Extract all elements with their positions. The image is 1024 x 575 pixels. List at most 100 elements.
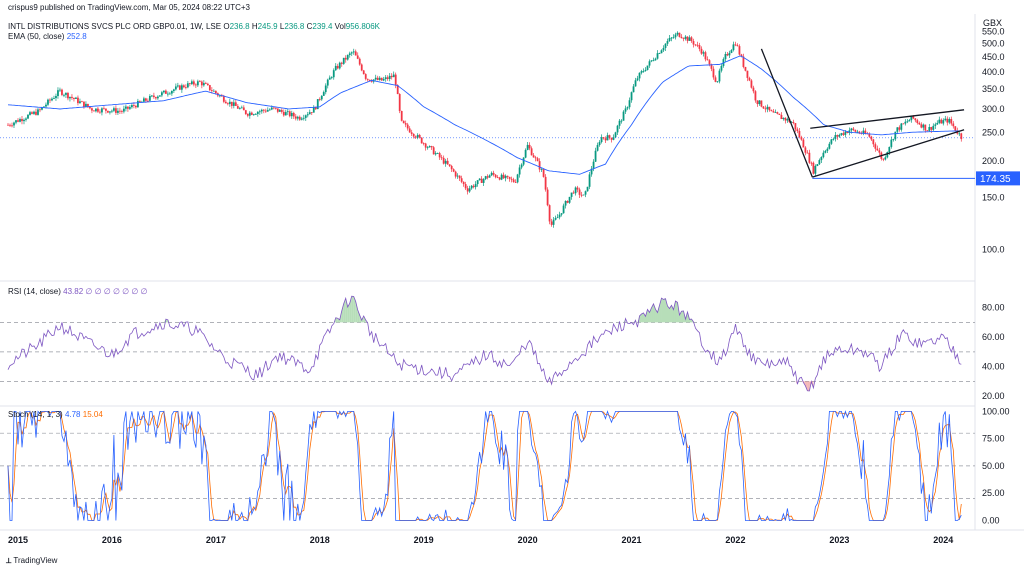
- candle-body: [501, 175, 503, 180]
- candle-body: [773, 111, 775, 112]
- candle-body: [779, 114, 781, 115]
- candle-body: [627, 107, 629, 108]
- candle-body: [211, 90, 213, 91]
- candle-body: [675, 35, 677, 38]
- candle-body: [405, 123, 407, 124]
- candle-body: [942, 120, 944, 123]
- candle-body: [285, 112, 287, 115]
- candle-body: [958, 133, 960, 134]
- candle-body: [83, 102, 85, 108]
- candle-body: [325, 86, 327, 93]
- candle-body: [51, 99, 53, 101]
- candle-body: [497, 177, 499, 178]
- candle-body: [29, 112, 31, 115]
- ema-label: EMA (50, close): [8, 32, 64, 41]
- ema-value: 252.8: [67, 32, 87, 41]
- candle-body: [830, 139, 832, 143]
- candle-body: [948, 119, 950, 123]
- candle-body: [709, 60, 711, 64]
- candle-body: [691, 37, 693, 41]
- candle-body: [882, 159, 884, 160]
- candle-body: [878, 150, 880, 152]
- candle-body: [916, 120, 918, 123]
- candle-body: [465, 184, 467, 188]
- candle-body: [733, 44, 735, 50]
- time-axis-tick: 2022: [725, 535, 745, 545]
- candle-body: [609, 135, 611, 138]
- candle-body: [283, 112, 285, 115]
- candle-body: [265, 111, 267, 112]
- candle-body: [844, 132, 846, 135]
- candle-body: [311, 112, 313, 113]
- candle-body: [327, 80, 329, 86]
- candle-body: [63, 95, 65, 96]
- candle-body: [547, 190, 549, 206]
- rsi-overbought-fill: [675, 301, 677, 322]
- candle-body: [155, 97, 157, 98]
- candle-body: [713, 69, 715, 78]
- candle-body: [401, 111, 403, 121]
- candle-body: [431, 146, 433, 147]
- candle-body: [673, 37, 675, 38]
- candle-body: [739, 46, 741, 54]
- price-axis-tick: 550.0: [982, 26, 1005, 36]
- candle-body: [699, 45, 701, 49]
- candle-body: [19, 119, 21, 122]
- candle-body: [357, 55, 359, 58]
- candle-body: [419, 135, 421, 138]
- candle-body: [137, 101, 139, 107]
- candle-body: [209, 85, 211, 90]
- legend-ema-row: EMA (50, close) 252.8: [8, 32, 87, 41]
- candle-body: [379, 78, 381, 80]
- candle-body: [395, 75, 397, 85]
- candle-body: [293, 113, 295, 117]
- legend-symbol-row: INTL DISTRIBUTIONS SVCS PLC ORD GBP0.01,…: [8, 22, 380, 31]
- candle-body: [49, 100, 51, 101]
- candle-body: [693, 41, 695, 44]
- candle-body: [886, 152, 888, 157]
- candle-body: [775, 112, 777, 113]
- candle-body: [55, 96, 57, 98]
- candle-body: [399, 94, 401, 111]
- candle-body: [91, 108, 93, 110]
- candle-body: [243, 107, 245, 110]
- candle-body: [820, 157, 822, 160]
- candle-body: [489, 175, 491, 177]
- candle-body: [455, 172, 457, 177]
- candle-body: [559, 215, 561, 218]
- rsi-overbought-fill: [352, 296, 354, 322]
- candle-body: [389, 76, 391, 79]
- candle-body: [139, 101, 141, 102]
- candle-body: [483, 179, 485, 183]
- candle-body: [469, 188, 471, 191]
- candle-body: [161, 92, 163, 95]
- candle-body: [353, 51, 355, 52]
- stoch-k-value: 4.78: [65, 410, 81, 419]
- candle-body: [291, 113, 293, 116]
- candle-body: [277, 108, 279, 111]
- candle-body: [133, 105, 135, 106]
- candle-body: [453, 169, 455, 171]
- candle-body: [367, 79, 369, 80]
- candle-body: [239, 108, 241, 109]
- candle-body: [165, 91, 167, 94]
- candle-body: [687, 37, 689, 41]
- candle-body: [269, 110, 271, 111]
- candle-body: [11, 125, 13, 126]
- candle-body: [495, 175, 497, 177]
- candle-body: [479, 179, 481, 181]
- candle-body: [317, 99, 319, 109]
- stoch-label: Stoch (14, 1, 3): [8, 410, 63, 419]
- candle-body: [427, 147, 429, 148]
- candle-body: [415, 136, 417, 137]
- candle-body: [191, 81, 193, 84]
- candle-body: [892, 139, 894, 140]
- candle-body: [617, 126, 619, 133]
- open-value: 236.8: [230, 22, 250, 31]
- candle-body: [123, 109, 125, 112]
- published-text: crispus9 published on TradingView.com, M…: [8, 3, 250, 12]
- candle-body: [343, 58, 345, 64]
- candle-body: [303, 118, 305, 119]
- candle-body: [411, 132, 413, 134]
- candle-body: [361, 65, 363, 71]
